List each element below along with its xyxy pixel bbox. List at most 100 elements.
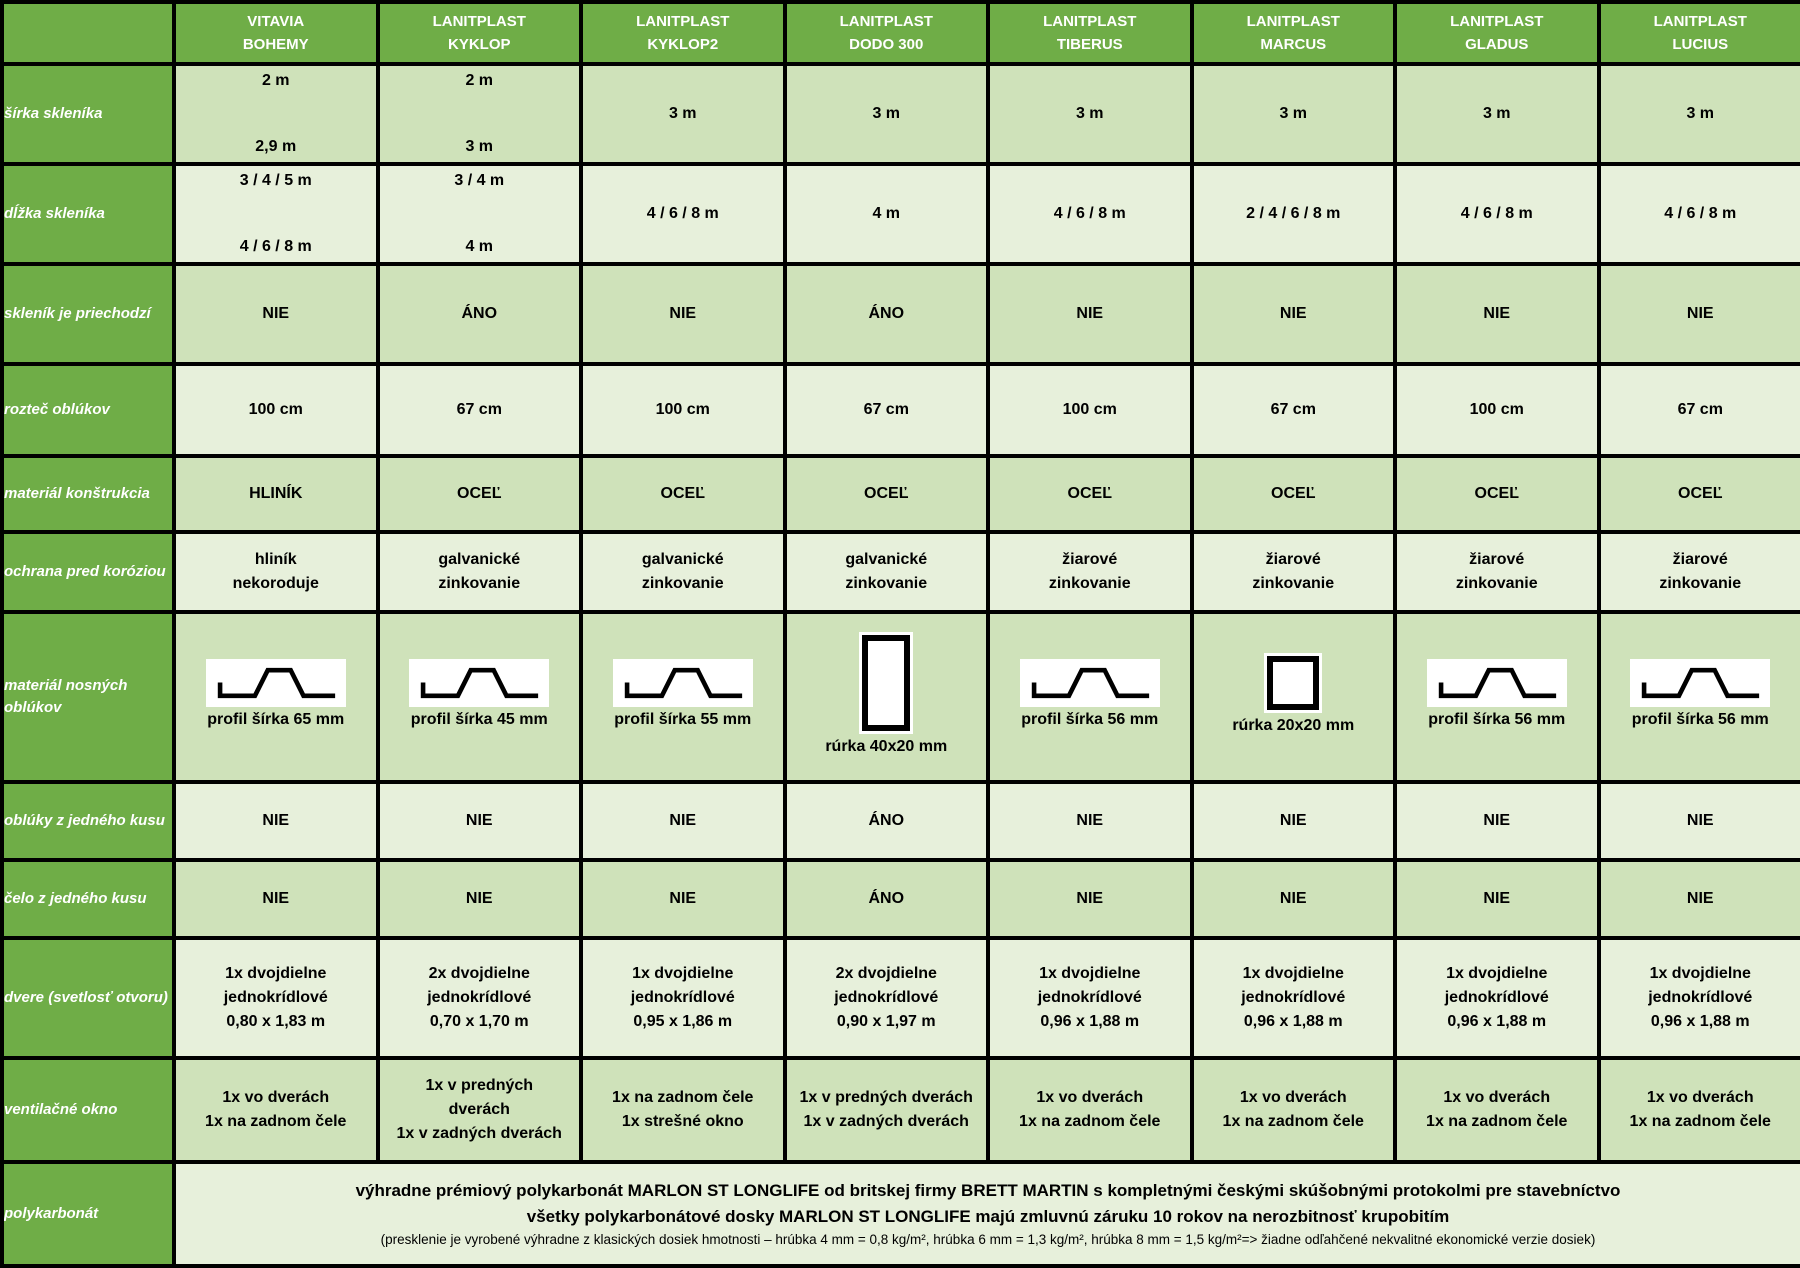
cell-line: žiarové [1062, 548, 1117, 572]
cell-line: 4 / 6 / 8 m [1461, 202, 1533, 226]
cell-line: NIE [1076, 887, 1103, 911]
cell-sklenik-je-priechodzi-col7: NIE [1395, 264, 1599, 364]
cell-line: 1x dvojdielne [1039, 962, 1140, 986]
profile-trapezoid-icon [1630, 659, 1770, 707]
cell-lines: NIE [380, 809, 580, 833]
cell-material-konstrukcia-col2: OCEĽ [378, 456, 582, 532]
cell-lines: NIE [1194, 887, 1394, 911]
column-header-line: LANITPLAST [583, 10, 783, 33]
column-header-line: BOHEMY [176, 33, 376, 56]
cell-sirka-sklenika-col7: 3 m [1395, 64, 1599, 164]
cell-material-konstrukcia-col1: HLINÍK [174, 456, 378, 532]
cell-celo-z-jedneho-kusu-col7: NIE [1395, 860, 1599, 938]
cell-line: 3 m [1483, 102, 1511, 126]
cell-line: 1x v zadných dverách [397, 1122, 562, 1146]
cell-roztec-oblukov-col7: 100 cm [1395, 364, 1599, 456]
cell-line: OCEĽ [661, 482, 705, 506]
cell-lines: 4 / 6 / 8 m [1601, 202, 1800, 226]
column-header-line: GLADUS [1397, 33, 1597, 56]
cell-line: jednokrídlové [224, 986, 328, 1010]
cell-lines: OCEĽ [1601, 482, 1800, 506]
cell-line: 3 / 4 m [454, 169, 504, 193]
cell-lines: 4 m [787, 202, 987, 226]
cell-lines: NIE [583, 809, 783, 833]
cell-lines: 67 cm [1194, 398, 1394, 422]
cell-line: 2x dvojdielne [429, 962, 530, 986]
cell-line: 3 m [669, 102, 697, 126]
icon-cell-content: profil šírka 55 mm [583, 659, 783, 734]
cell-line: 1x dvojdielne [1446, 962, 1547, 986]
cell-line: 4 m [872, 202, 900, 226]
cell-lines: NIE [1601, 887, 1800, 911]
cell-sklenik-je-priechodzi-col5: NIE [988, 264, 1192, 364]
profile-trapezoid-icon [613, 659, 753, 707]
column-header-line: DODO 300 [787, 33, 987, 56]
cell-celo-z-jedneho-kusu-col2: NIE [378, 860, 582, 938]
cell-line: jednokrídlové [1241, 986, 1345, 1010]
cell-line: 4 / 6 / 8 m [1664, 202, 1736, 226]
profile-trapezoid-icon [206, 659, 346, 707]
cell-lines: ÁNO [787, 302, 987, 326]
cell-roztec-oblukov-col1: 100 cm [174, 364, 378, 456]
cell-line: 1x dvojdielne [632, 962, 733, 986]
cell-line: NIE [669, 887, 696, 911]
cell-line: hliník [255, 548, 297, 572]
cell-line: zinkovanie [1252, 572, 1334, 596]
cell-sklenik-je-priechodzi-col1: NIE [174, 264, 378, 364]
profile-trapezoid-icon [409, 659, 549, 707]
cell-line: žiarové [1673, 548, 1728, 572]
cell-obluky-z-jedneho-kusu-col7: NIE [1395, 782, 1599, 860]
cell-lines: 3 m [787, 102, 987, 126]
cell-sklenik-je-priechodzi-col4: ÁNO [785, 264, 989, 364]
cell-lines: 67 cm [787, 398, 987, 422]
cell-material-konstrukcia-col3: OCEĽ [581, 456, 785, 532]
column-header-line: LANITPLAST [1194, 10, 1394, 33]
cell-line: 100 cm [1063, 398, 1117, 422]
cell-line: NIE [1076, 302, 1103, 326]
row-label-roztec-oblukov: rozteč oblúkov [2, 364, 174, 456]
cell-celo-z-jedneho-kusu-col8: NIE [1599, 860, 1800, 938]
cell-line: 1x dvojdielne [1243, 962, 1344, 986]
cell-lines: 4 / 6 / 8 m [990, 202, 1190, 226]
cell-line: NIE [1687, 809, 1714, 833]
cell-sirka-sklenika-col3: 3 m [581, 64, 785, 164]
row-label-polykarbonat: polykarbonát [2, 1162, 174, 1266]
cell-lines: OCEĽ [583, 482, 783, 506]
cell-line: OCEĽ [1068, 482, 1112, 506]
cell-lines: 100 cm [1397, 398, 1597, 422]
cell-material-konstrukcia-col8: OCEĽ [1599, 456, 1800, 532]
icon-cell-content: rúrka 40x20 mm [787, 632, 987, 761]
cell-lines: NIE [1194, 809, 1394, 833]
cell-line: žiarové [1266, 548, 1321, 572]
cell-line: galvanické [438, 548, 520, 572]
row-label-celo-z-jedneho-kusu: čelo z jedného kusu [2, 860, 174, 938]
cell-line: 3 m [872, 102, 900, 126]
row-label-sklenik-je-priechodzi: skleník je priechodzí [2, 264, 174, 364]
cell-lines: NIE [1397, 302, 1597, 326]
cell-obluky-z-jedneho-kusu-col2: NIE [378, 782, 582, 860]
corner-cell [2, 2, 174, 64]
cell-line: 0,96 x 1,88 m [1040, 1010, 1139, 1034]
cell-line: 67 cm [864, 398, 909, 422]
cell-line: ÁNO [868, 302, 904, 326]
cell-roztec-oblukov-col3: 100 cm [581, 364, 785, 456]
